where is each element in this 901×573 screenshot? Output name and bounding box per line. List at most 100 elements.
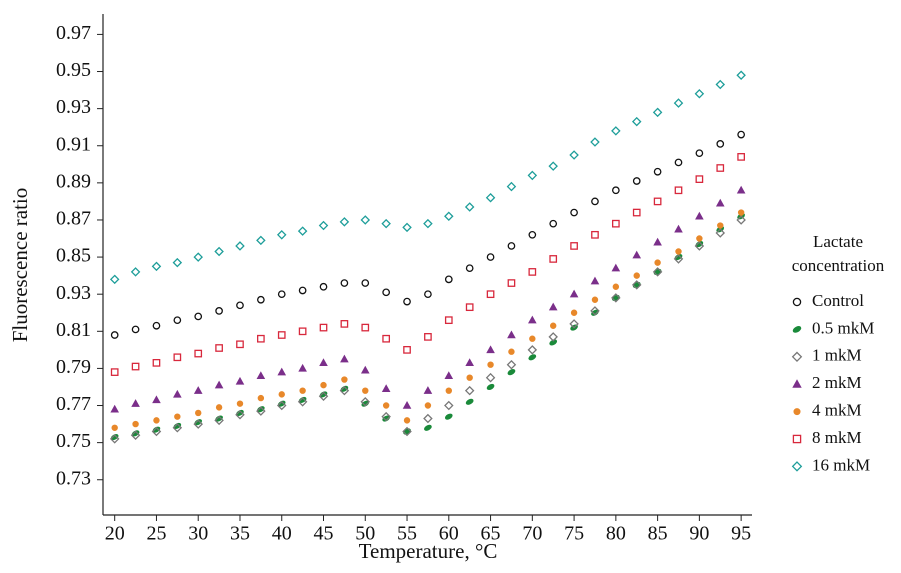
point [424, 402, 432, 409]
point [110, 404, 119, 413]
point [548, 302, 558, 311]
point [590, 137, 600, 147]
point [298, 327, 307, 336]
legend-label: 8 mkM [812, 428, 862, 447]
point [487, 361, 494, 368]
point [631, 280, 642, 290]
point [444, 400, 454, 411]
point [214, 415, 224, 426]
point [445, 387, 453, 394]
point [631, 116, 642, 127]
point [339, 385, 350, 396]
point [235, 410, 245, 420]
point [632, 250, 642, 259]
point [360, 365, 370, 374]
point [403, 297, 411, 306]
legend-label: 4 mkM [812, 401, 862, 420]
point [464, 385, 475, 396]
point [360, 397, 371, 407]
point [132, 420, 139, 428]
point [298, 286, 307, 295]
point [131, 362, 140, 371]
point [549, 255, 558, 263]
x-tick-label: 65 [481, 523, 501, 545]
point [549, 322, 557, 329]
legend-marker [792, 297, 802, 307]
point [486, 290, 495, 299]
legend-marker [791, 351, 803, 363]
y-tick-label: 0.81 [56, 319, 91, 341]
point [402, 222, 412, 233]
point [612, 283, 620, 290]
point [569, 150, 579, 160]
point [382, 402, 390, 409]
y-tick-label: 0.87 [56, 208, 91, 230]
point [402, 426, 412, 437]
point [507, 242, 516, 250]
point [654, 259, 661, 266]
point [464, 202, 475, 212]
point [403, 417, 411, 424]
point [319, 323, 328, 332]
point [694, 89, 705, 99]
point [194, 312, 203, 321]
point [318, 220, 329, 231]
point [276, 230, 287, 240]
point [612, 294, 620, 301]
point [131, 325, 140, 334]
point [695, 211, 704, 220]
point [716, 140, 725, 148]
point [111, 424, 118, 431]
point [485, 372, 496, 383]
x-tick-label: 25 [146, 523, 166, 545]
x-tick-label: 20 [105, 523, 125, 545]
point [152, 321, 161, 330]
point [193, 386, 203, 394]
point [569, 319, 579, 329]
point [486, 345, 495, 354]
point [235, 241, 245, 251]
legend-marker [793, 408, 801, 416]
y-tick-label: 0.75 [56, 430, 91, 452]
point [109, 434, 120, 444]
y-tick-label: 0.79 [56, 356, 91, 378]
point [110, 331, 119, 339]
point [632, 281, 641, 288]
point [715, 198, 725, 207]
point [236, 340, 244, 349]
point [151, 426, 162, 437]
point [340, 354, 349, 363]
point [465, 398, 474, 405]
point [297, 397, 308, 407]
point [444, 316, 453, 325]
point [360, 215, 371, 225]
point [381, 218, 391, 229]
point [694, 241, 705, 251]
point [256, 371, 266, 380]
point [717, 222, 724, 229]
point [715, 79, 726, 90]
point [549, 339, 558, 346]
point [277, 331, 286, 339]
point [737, 209, 745, 216]
point [174, 413, 181, 420]
point [257, 295, 265, 304]
point [277, 290, 286, 299]
point [695, 149, 704, 158]
point [716, 164, 725, 172]
x-tick-label: 40 [272, 523, 292, 545]
y-axis-label: Fluorescence ratio [8, 188, 32, 343]
point [527, 345, 538, 355]
point [632, 177, 641, 185]
point [172, 257, 183, 268]
point [653, 197, 662, 206]
point [173, 353, 182, 362]
point [318, 391, 329, 402]
point [507, 369, 516, 376]
x-tick-label: 60 [439, 523, 459, 545]
point [236, 301, 244, 310]
point [695, 175, 704, 183]
y-tick-label: 0.85 [56, 245, 91, 267]
